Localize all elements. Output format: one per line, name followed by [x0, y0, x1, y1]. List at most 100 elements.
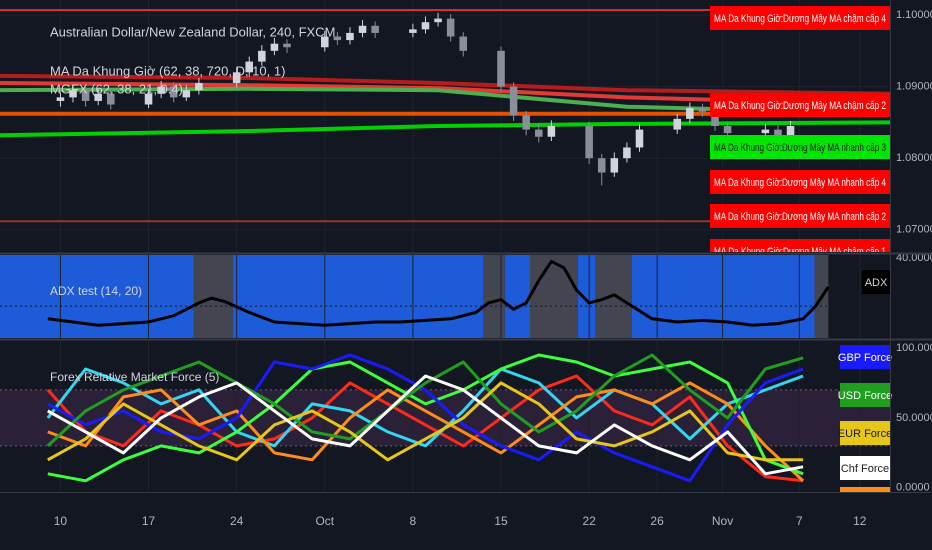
y-tick-label: 40.0000 [896, 252, 932, 264]
side-label: MA Da Khung Giờ:Dương Mây MA nhanh cấp 3 [714, 142, 886, 154]
zone [631, 255, 815, 338]
zone [529, 255, 578, 338]
candle-body [434, 18, 442, 23]
series-line [47, 353, 804, 483]
x-tick-label: 12 [853, 514, 867, 528]
series-line [0, 73, 890, 96]
series-line [46, 374, 804, 483]
badge: ADX [865, 277, 888, 289]
candle-body [56, 97, 65, 101]
candle-body [81, 90, 90, 101]
zone [193, 255, 233, 338]
x-tick-label: 7 [796, 514, 803, 528]
pane-title: ADX test (14, 20) [50, 284, 142, 298]
candle-body [283, 43, 291, 48]
candle-body [258, 50, 266, 62]
candle-body [333, 36, 342, 41]
x-tick-label: 15 [494, 514, 508, 528]
y-tick-label: 100.0000 [896, 342, 932, 354]
candle-body [547, 126, 556, 137]
side-label-box [710, 239, 890, 252]
legend-label: EUR Force [838, 428, 892, 440]
y-tick-label: 1.07000 [896, 224, 932, 236]
zone [232, 255, 484, 338]
candle-body [774, 129, 782, 137]
x-tick-label: 10 [54, 514, 68, 528]
indicator-label: MGFX (62, 38, 21, 0.4) [50, 81, 183, 96]
series-line [47, 381, 804, 462]
candle-body [157, 86, 165, 94]
side-label-box [710, 93, 890, 117]
legend-box [840, 421, 890, 445]
candle-body [686, 108, 694, 119]
candle-body [446, 18, 455, 37]
candle-body [698, 108, 707, 112]
side-label: MA Da Khung Giờ:Dương Mây MA nhanh cấp 4 [714, 177, 886, 189]
series-line [47, 381, 805, 482]
legend-label: GBP Force [838, 352, 892, 364]
legend-box [840, 383, 890, 407]
side-label-box [710, 204, 890, 228]
candle-body [522, 115, 530, 130]
candle-body [421, 22, 430, 30]
chart-title: Australian Dollar/New Zealand Dollar, 24… [50, 24, 335, 39]
candle-body [673, 118, 682, 130]
candle-body [761, 129, 770, 134]
candle-body [195, 83, 203, 91]
indicator-label: MA Da Khung Giờ (62, 38, 720, D, 10, 1) [50, 63, 285, 78]
side-label-box [710, 6, 890, 30]
candle-body [346, 32, 354, 41]
x-tick-label: 22 [582, 514, 596, 528]
series-line [47, 353, 804, 483]
side-label: MA Da Khung Giờ:Dương Mây MA chậm cấp 1 [714, 246, 886, 258]
legend-box [840, 487, 890, 492]
series-line [47, 374, 804, 476]
x-tick-label: Nov [712, 514, 733, 528]
candle-body [635, 129, 644, 148]
candle-body [169, 86, 178, 98]
candle-body [711, 111, 719, 126]
side-label: MA Da Khung Giờ:Dương Mây MA nhanh cấp 2 [714, 211, 886, 223]
zone [577, 255, 596, 338]
candle-body [232, 72, 241, 84]
candle-body [144, 93, 153, 105]
candle-body [245, 61, 254, 73]
side-label-box [710, 170, 890, 194]
candle-body [409, 29, 417, 33]
series-line [47, 259, 830, 327]
candle-body [270, 43, 279, 51]
x-tick-label: 26 [650, 514, 664, 528]
y-tick-label: 1.09000 [896, 81, 932, 93]
candle-body [509, 86, 518, 116]
candle-body [107, 93, 115, 105]
y-tick-label: 0.0000 [896, 482, 930, 494]
x-tick-label: 17 [142, 514, 156, 528]
candle-body [585, 126, 593, 159]
candle-body [610, 158, 619, 173]
candle-body [497, 50, 505, 87]
candle-body [535, 129, 543, 137]
candle-body [358, 25, 367, 33]
x-tick-label: 8 [410, 514, 417, 528]
pane-title: Forex Relative Market Force (5) [50, 370, 219, 384]
side-label: MA Da Khung Giờ:Dương Mây MA chậm cấp 4 [714, 13, 886, 25]
x-tick-label: Oct [315, 514, 334, 528]
candle-body [94, 93, 102, 101]
legend-label: USD Force [838, 390, 892, 402]
y-tick-label: 50.0000 [896, 412, 932, 424]
badge-box [862, 270, 890, 294]
side-label: MA Da Khung Giờ:Dương Mây MA chậm cấp 2 [714, 100, 886, 112]
axes: 1.100001.090001.080001.0700040.0000100.0… [54, 9, 932, 528]
side-label-box [710, 135, 890, 159]
candle-body [69, 90, 77, 98]
candle-body [321, 36, 329, 48]
y-tick-label: 1.10000 [896, 9, 932, 21]
legend-box [840, 456, 890, 480]
candle-body [623, 147, 631, 159]
adx-pane: ADX test (14, 20) ADX [0, 255, 890, 338]
series-line [46, 353, 804, 448]
series-line [46, 367, 804, 448]
zone [483, 255, 505, 338]
zone [504, 255, 530, 338]
